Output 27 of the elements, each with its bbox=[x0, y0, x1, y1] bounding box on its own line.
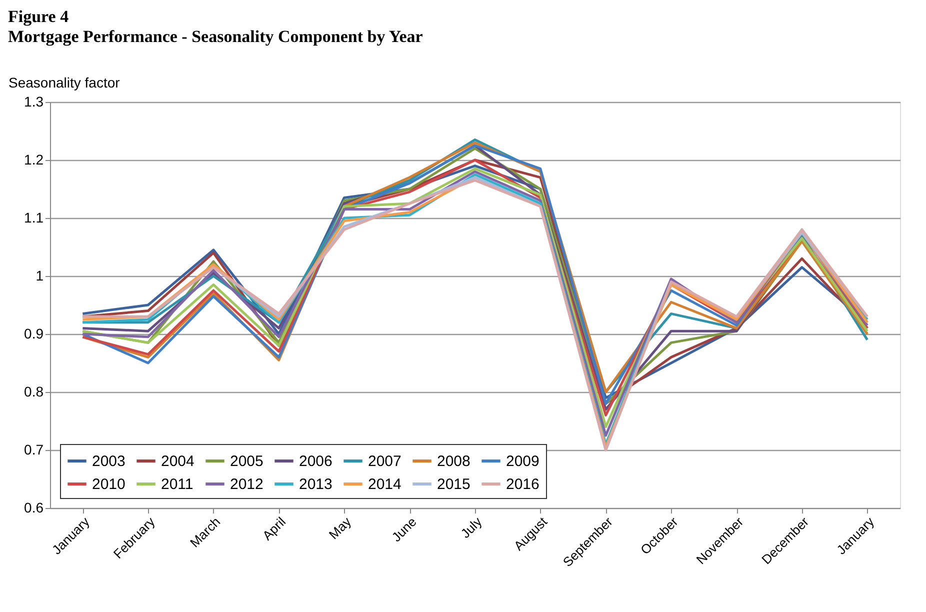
chart-title: Figure 4 bbox=[8, 7, 70, 26]
y-tick-label: 1 bbox=[36, 268, 44, 284]
y-tick-label: 1.2 bbox=[24, 152, 44, 168]
y-tick-label: 0.9 bbox=[24, 326, 44, 342]
y-tick-label: 0.6 bbox=[24, 500, 44, 516]
y-tick-label: 0.8 bbox=[24, 384, 44, 400]
legend-label: 2007 bbox=[368, 453, 402, 470]
legend-label: 2003 bbox=[92, 453, 126, 470]
y-tick-label: 1.3 bbox=[24, 94, 44, 110]
legend-label: 2016 bbox=[506, 476, 540, 493]
y-tick-label: 0.7 bbox=[24, 442, 44, 458]
legend-label: 2004 bbox=[161, 453, 194, 470]
chart-subtitle: Mortgage Performance - Seasonality Component by Year bbox=[8, 27, 424, 46]
y-tick-label: 1.1 bbox=[24, 210, 44, 226]
y-axis-title: Seasonality factor bbox=[8, 74, 120, 90]
legend-label: 2014 bbox=[368, 476, 402, 493]
legend-label: 2005 bbox=[230, 453, 264, 470]
legend-label: 2009 bbox=[506, 453, 540, 470]
legend-label: 2015 bbox=[437, 476, 470, 493]
x-tick-label: May bbox=[326, 514, 354, 542]
legend-label: 2011 bbox=[161, 476, 194, 493]
legend-label: 2008 bbox=[437, 453, 470, 470]
legend-label: 2013 bbox=[299, 476, 332, 493]
legend-label: 2012 bbox=[230, 476, 264, 493]
x-tick-label: July bbox=[458, 514, 486, 542]
legend-label: 2010 bbox=[92, 476, 126, 493]
legend-label: 2006 bbox=[299, 453, 332, 470]
